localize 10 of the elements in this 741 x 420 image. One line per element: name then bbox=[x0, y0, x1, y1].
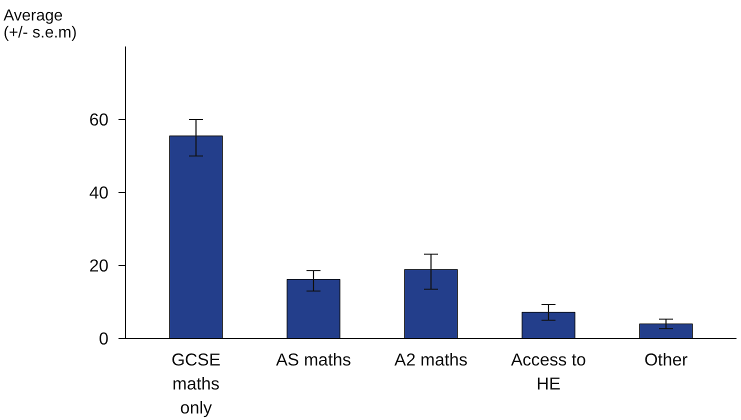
x-tick-label: Access to HE bbox=[510, 350, 586, 394]
y-tick-label: 20 bbox=[89, 256, 109, 276]
x-tick-label: A2 maths bbox=[394, 350, 468, 370]
y-tick-label: 60 bbox=[89, 110, 109, 130]
x-tick-label: AS maths bbox=[276, 350, 352, 370]
y-tick-label: 0 bbox=[98, 328, 109, 348]
y-tick-label: 40 bbox=[89, 182, 109, 202]
x-tick-label: Other bbox=[644, 350, 688, 370]
y-axis-title: Average (+/- s.e.m) bbox=[4, 8, 77, 42]
x-tick-label: GCSE maths only bbox=[171, 350, 221, 418]
